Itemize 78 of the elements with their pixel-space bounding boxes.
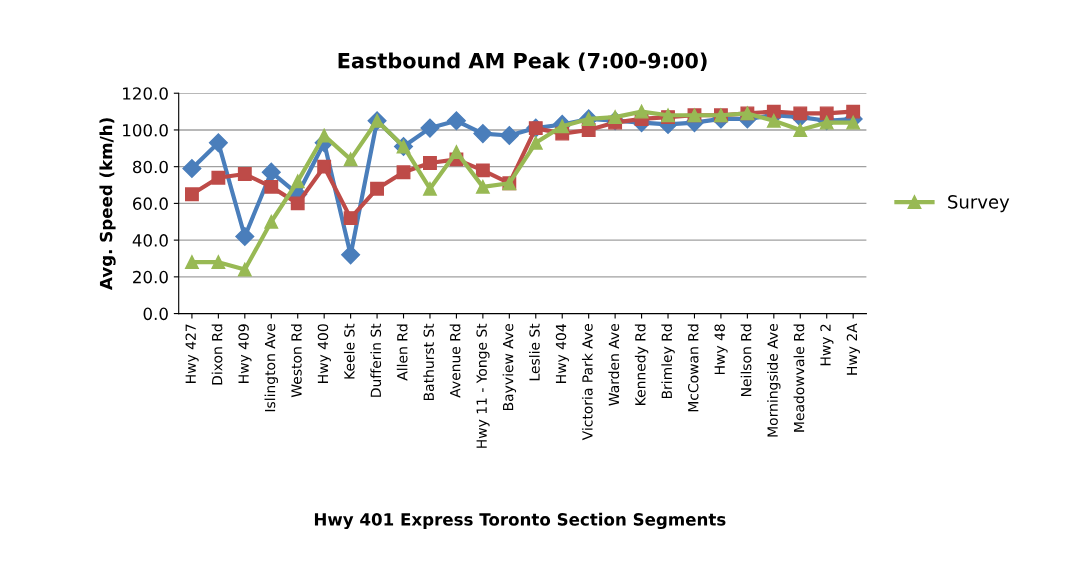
point: [846, 115, 861, 130]
y-tick-label: 120.0: [123, 87, 168, 100]
x-axis-title: Hwy 401 Express Toronto Section Segments: [314, 512, 726, 530]
point: [261, 162, 281, 182]
point: [846, 104, 861, 119]
x-tick-label: Brimley Rd: [661, 324, 675, 399]
y-tick-label: 80.0: [132, 160, 168, 174]
point: [766, 113, 781, 128]
point: [473, 124, 493, 144]
x-tick-label: Allen Rd: [396, 324, 408, 381]
y-tick-label: 0.0: [143, 307, 168, 321]
point: [608, 110, 623, 125]
point: [819, 106, 834, 121]
point: [317, 159, 332, 174]
x-tick-label: Hwy 2: [820, 324, 834, 366]
point: [184, 255, 199, 270]
y-tick-label: 60.0: [133, 197, 168, 210]
x-tick-label: Leslie St: [529, 323, 540, 381]
point: [184, 187, 199, 202]
point: [290, 196, 305, 211]
x-tick-label: McCowan Rd: [687, 324, 699, 412]
point: [235, 226, 255, 246]
point: [211, 255, 226, 270]
x-tick-label: Morningside Ave: [767, 324, 781, 437]
point: [555, 119, 570, 134]
point: [423, 156, 437, 170]
y-tick-label: 20.0: [133, 270, 168, 284]
x-tick-label: Neilson Rd: [740, 324, 752, 397]
point: [420, 118, 440, 138]
x-tick-label: Hwy 11 - Yonge St: [476, 323, 490, 448]
point: [766, 104, 781, 119]
x-tick-label: Avenue Rd: [449, 324, 461, 398]
point: [264, 214, 279, 229]
point: [634, 104, 649, 119]
y-axis-title: Avg. Speed (km/h): [99, 118, 116, 290]
point: [475, 163, 490, 178]
point: [423, 181, 437, 196]
chart-title: Eastbound AM Peak (7:00-9:00): [338, 52, 707, 71]
x-tick-label: Hwy 400: [317, 324, 331, 383]
x-tick-label: Hwy 409: [238, 324, 252, 383]
point: [499, 125, 519, 145]
point: [237, 262, 252, 277]
point: [343, 211, 358, 226]
point: [446, 111, 466, 131]
point: [290, 174, 305, 189]
x-tick-label: Bayview Ave: [502, 324, 517, 411]
x-tick-label: Kennedy Rd: [634, 324, 649, 405]
x-tick-label: Bathurst St: [423, 323, 434, 401]
x-tick-label: Keele St: [343, 323, 355, 379]
point: [449, 145, 464, 159]
x-tick-label: Dufferin St: [370, 323, 382, 397]
x-tick-label: Hwy 2A: [846, 323, 860, 375]
point: [237, 167, 252, 181]
x-tick-label: Weston Rd: [291, 324, 302, 398]
y-tick-label: 100.0: [123, 123, 168, 137]
x-tick-label: Hwy 404: [555, 324, 569, 383]
x-tick-label: Meadowvale Rd: [793, 324, 805, 432]
x-tick-label: Victoria Park Ave: [581, 324, 593, 441]
point: [370, 181, 385, 196]
point: [341, 245, 361, 265]
x-tick-label: Hwy 48: [714, 324, 728, 375]
point: [528, 135, 543, 150]
point: [396, 165, 411, 180]
point: [317, 128, 332, 143]
point: [211, 170, 226, 185]
y-tick-label: 40.0: [132, 234, 168, 247]
point: [343, 152, 358, 167]
legend-label: Survey: [948, 194, 1010, 213]
x-tick-label: Islington Ave: [264, 324, 278, 412]
point: [793, 106, 808, 121]
point: [793, 123, 808, 137]
x-tick-label: Warden Ave: [608, 324, 620, 406]
point: [208, 133, 228, 153]
point: [264, 179, 279, 194]
x-tick-label: Hwy 427: [185, 324, 199, 383]
point: [182, 158, 202, 179]
point: [475, 179, 490, 194]
x-tick-label: Dixon Rd: [211, 324, 223, 385]
